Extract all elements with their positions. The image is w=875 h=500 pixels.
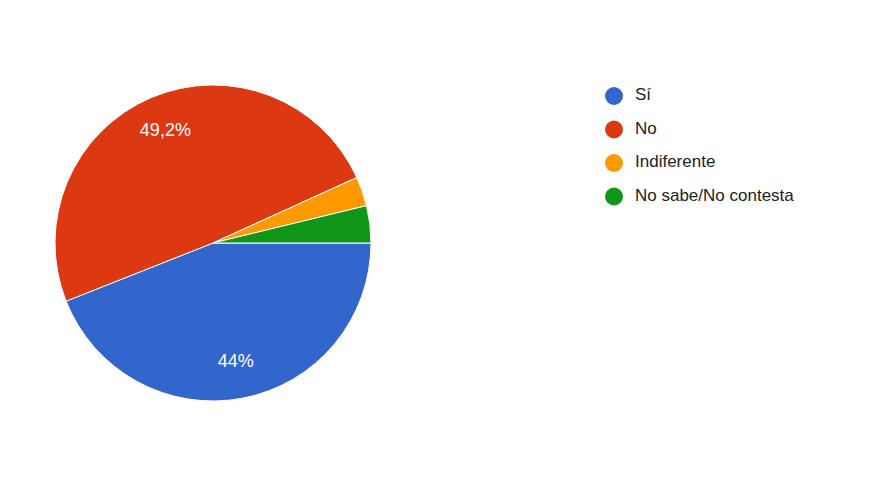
legend-label: No sabe/No contesta bbox=[635, 186, 794, 205]
data-label: 49,2% bbox=[140, 120, 191, 140]
legend: Sí No Indiferente No sabe/No contesta bbox=[605, 85, 794, 205]
legend-label: Indiferente bbox=[635, 152, 715, 171]
legend-swatch bbox=[605, 121, 623, 139]
legend-swatch bbox=[605, 87, 623, 105]
pie-slices bbox=[55, 85, 371, 401]
legend-swatch bbox=[605, 154, 623, 172]
background bbox=[0, 0, 875, 500]
legend-label: No bbox=[635, 119, 657, 138]
data-labels: 44% 49,2% bbox=[140, 120, 254, 371]
legend-label: Sí bbox=[635, 85, 651, 104]
pie-slice bbox=[55, 85, 357, 301]
legend-swatch bbox=[605, 188, 623, 206]
pie-slice bbox=[213, 206, 371, 243]
data-label: 44% bbox=[218, 351, 254, 371]
chart: 44% 49,2% Sí No Indiferente No sabe/No contes… bbox=[0, 0, 875, 500]
